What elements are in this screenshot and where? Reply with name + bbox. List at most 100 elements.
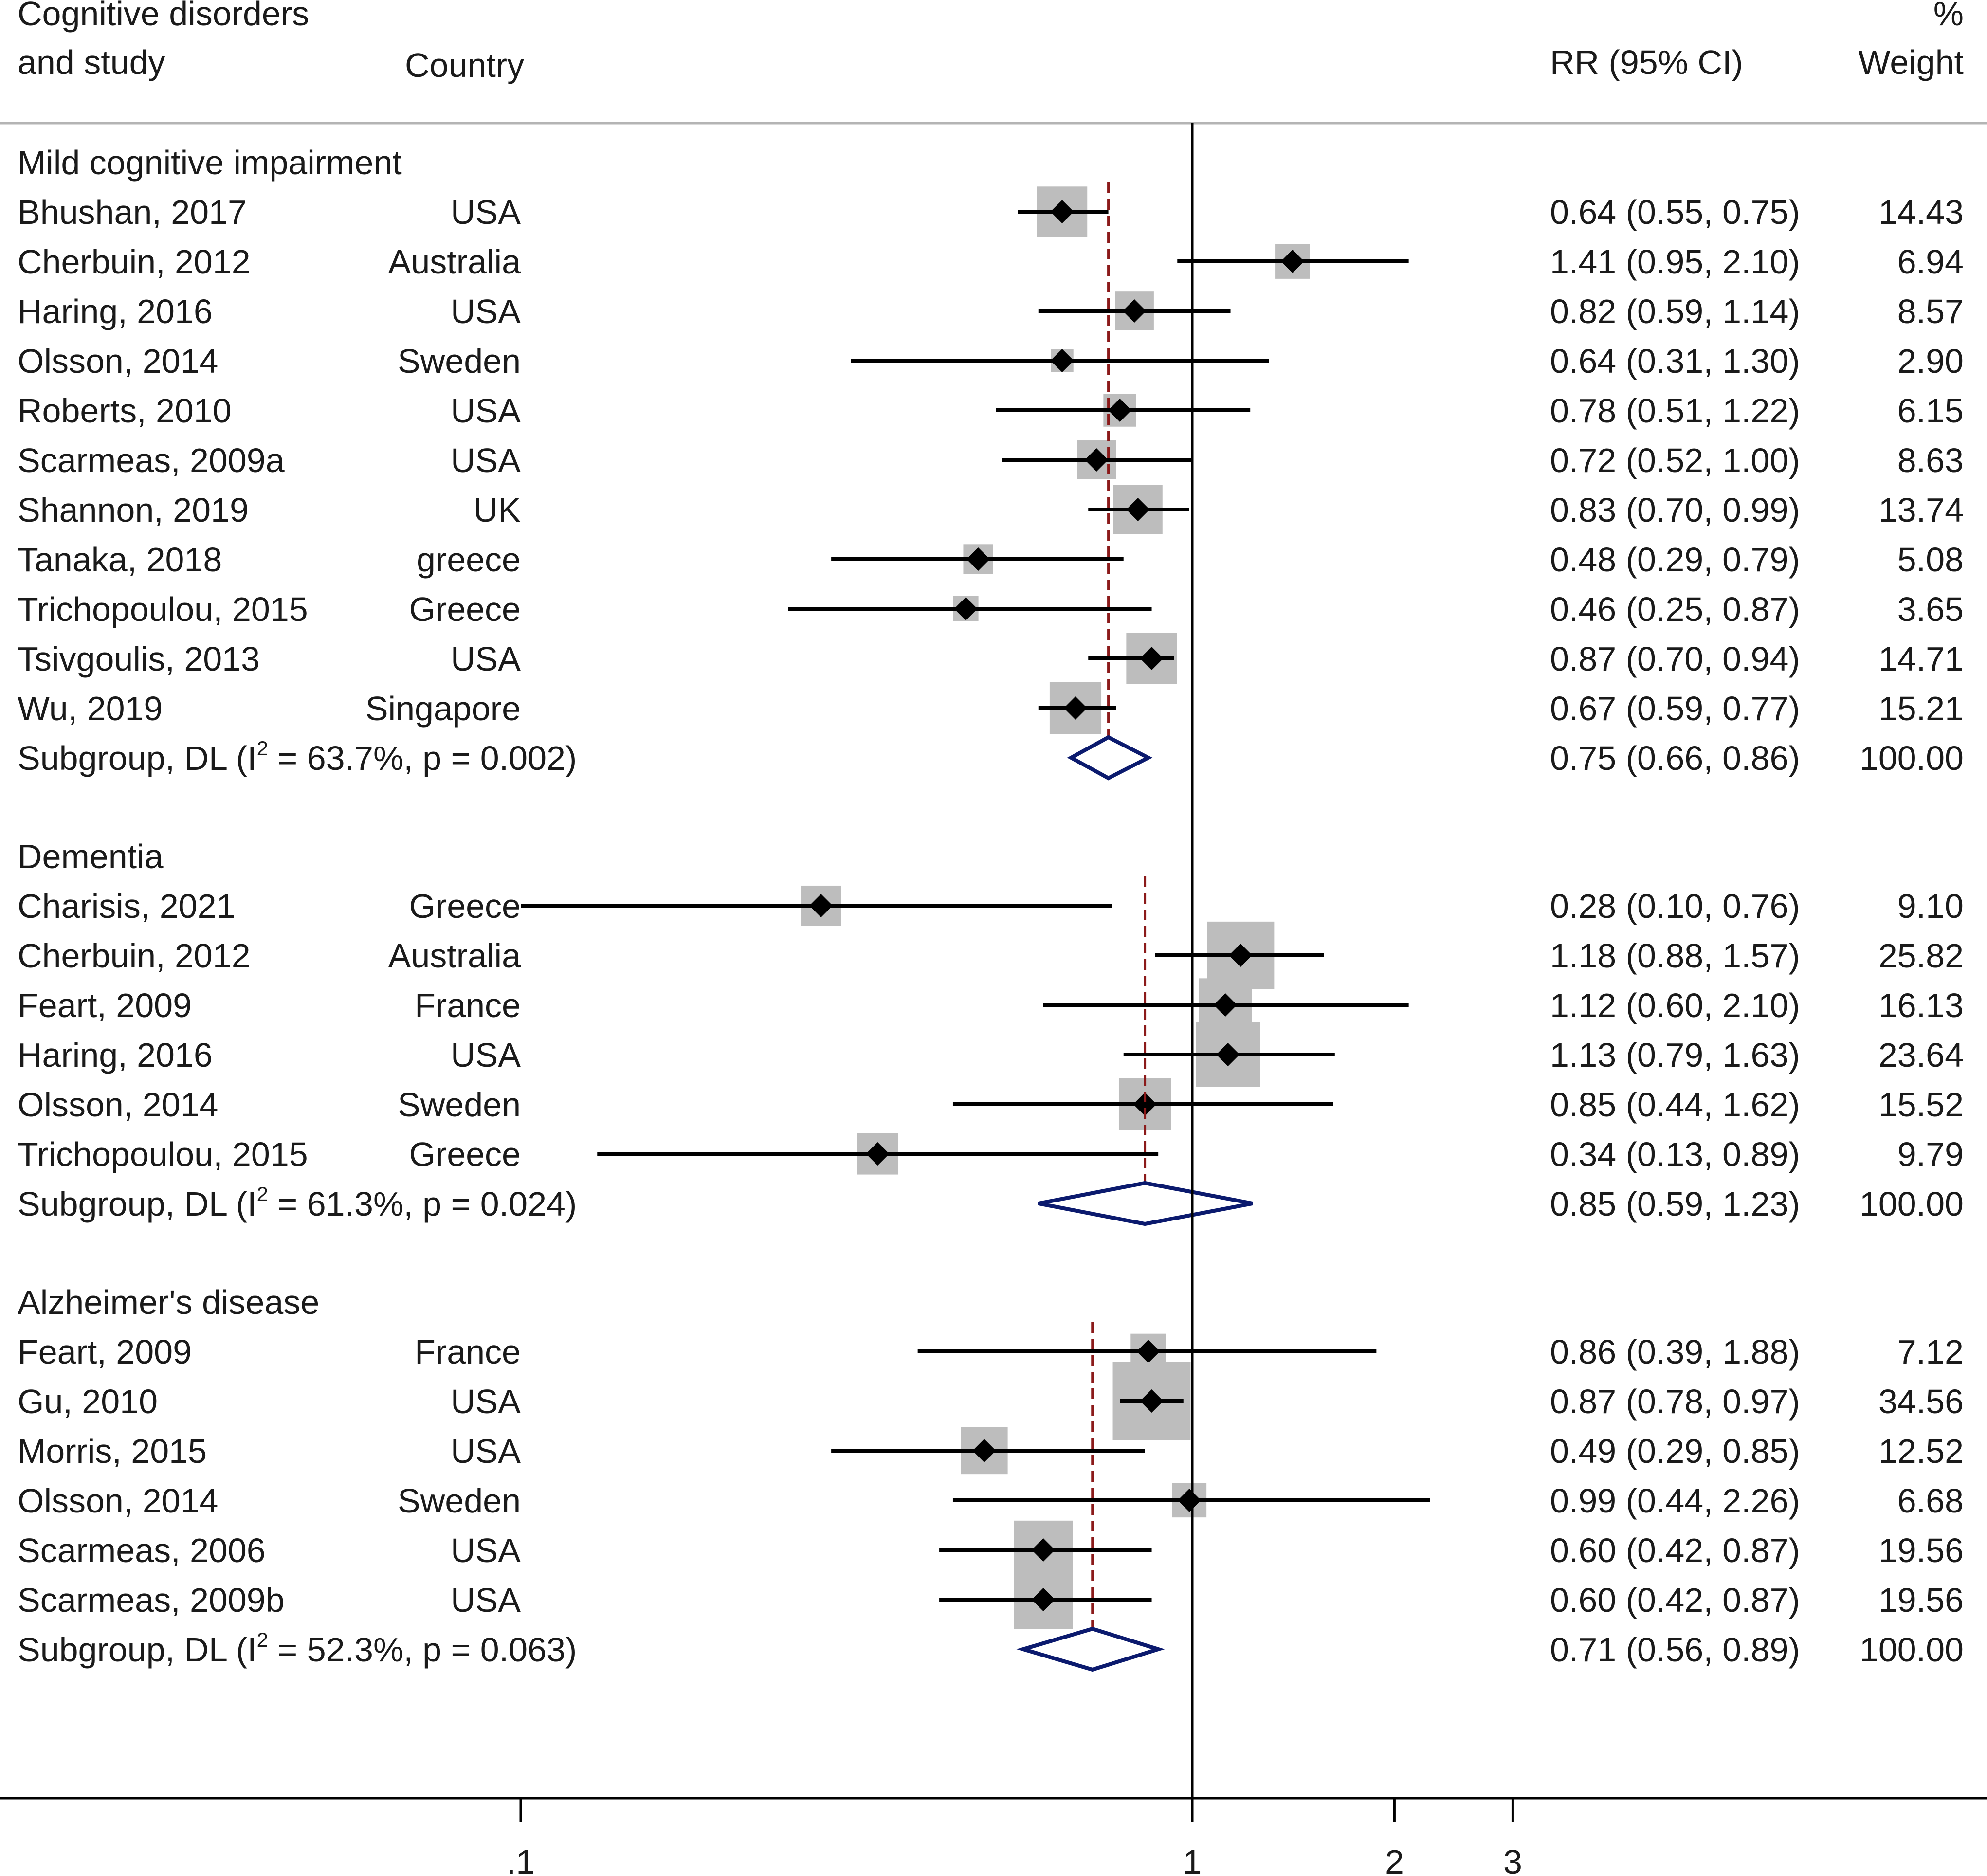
subgroup-2: Dementia Charisis, 2021 Greece 0.28 (0.10, … bbox=[18, 838, 1964, 1226]
subgroup-title: Dementia bbox=[18, 838, 164, 875]
point-estimate-marker bbox=[1085, 448, 1109, 472]
study-row: Olsson, 2014 Sweden 0.64 (0.31, 1.30) 2.90 bbox=[18, 342, 1964, 380]
study-row: Tanaka, 2018 greece 0.48 (0.29, 0.79) 5.08 bbox=[18, 541, 1964, 579]
study-name: Cherbuin, 2012 bbox=[18, 243, 251, 281]
subgroup-3: Alzheimer's disease Feart, 2009 France 0.86… bbox=[18, 1283, 1964, 1672]
study-weight: 14.43 bbox=[1878, 193, 1964, 231]
study-country: USA bbox=[451, 441, 521, 479]
study-name: Wu, 2019 bbox=[18, 690, 163, 728]
study-rr-ci: 1.13 (0.79, 1.63) bbox=[1550, 1036, 1800, 1074]
study-country: Sweden bbox=[398, 342, 521, 380]
point-estimate-marker bbox=[1140, 647, 1164, 670]
study-rr-ci: 0.49 (0.29, 0.85) bbox=[1550, 1432, 1800, 1470]
study-weight: 8.63 bbox=[1897, 441, 1964, 479]
study-name: Trichopoulou, 2015 bbox=[18, 590, 308, 628]
study-name: Feart, 2009 bbox=[18, 986, 192, 1024]
study-weight: 12.52 bbox=[1878, 1432, 1964, 1470]
x-tick-label: .1 bbox=[507, 1843, 535, 1876]
study-row: Tsivgoulis, 2013 USA 0.87 (0.70, 0.94) 14.7… bbox=[18, 633, 1964, 684]
study-name: Cherbuin, 2012 bbox=[18, 937, 251, 975]
pooled-rr-ci: 0.85 (0.59, 1.23) bbox=[1550, 1185, 1800, 1223]
study-country: USA bbox=[451, 1581, 521, 1619]
pooled-row: Subgroup, DL (I2 = 63.7%, p = 0.002) 0.75… bbox=[18, 182, 1964, 781]
point-estimate-marker bbox=[1213, 993, 1237, 1017]
pooled-row: Subgroup, DL (I2 = 61.3%, p = 0.024) 0.85… bbox=[18, 876, 1964, 1226]
study-weight: 3.65 bbox=[1897, 590, 1964, 628]
study-rr-ci: 0.86 (0.39, 1.88) bbox=[1550, 1333, 1800, 1371]
study-country: France bbox=[415, 986, 521, 1024]
study-weight: 23.64 bbox=[1878, 1036, 1964, 1074]
study-weight: 16.13 bbox=[1878, 986, 1964, 1024]
rows-layer: Mild cognitive impairment Bhushan, 2017 US… bbox=[18, 123, 1964, 1798]
study-weight: 9.79 bbox=[1897, 1135, 1964, 1173]
subgroup-1: Mild cognitive impairment Bhushan, 2017 US… bbox=[18, 144, 1964, 781]
study-weight: 9.10 bbox=[1897, 887, 1964, 925]
study-rr-ci: 0.64 (0.55, 0.75) bbox=[1550, 193, 1800, 231]
study-country: USA bbox=[451, 292, 521, 330]
x-tick-label: 1 bbox=[1183, 1843, 1202, 1876]
study-weight: 6.94 bbox=[1897, 243, 1964, 281]
study-rr-ci: 0.34 (0.13, 0.89) bbox=[1550, 1135, 1800, 1173]
x-tick-label: 2 bbox=[1385, 1843, 1404, 1876]
study-rr-ci: 0.99 (0.44, 2.26) bbox=[1550, 1482, 1800, 1520]
study-rr-ci: 0.64 (0.31, 1.30) bbox=[1550, 342, 1800, 380]
header-rr: RR (95% CI) bbox=[1550, 43, 1743, 81]
point-estimate-marker bbox=[1123, 299, 1147, 323]
study-country: Australia bbox=[388, 243, 521, 281]
study-country: USA bbox=[451, 1036, 521, 1074]
x-tick-label: 3 bbox=[1503, 1843, 1522, 1876]
point-estimate-marker bbox=[809, 894, 833, 917]
study-row: Haring, 2016 USA 0.82 (0.59, 1.14) 8.57 bbox=[18, 291, 1964, 330]
study-country: USA bbox=[451, 1383, 521, 1421]
point-estimate-marker bbox=[1050, 200, 1074, 223]
study-rr-ci: 0.46 (0.25, 0.87) bbox=[1550, 590, 1800, 628]
point-estimate-marker bbox=[1140, 1389, 1164, 1413]
study-weight: 2.90 bbox=[1897, 342, 1964, 380]
pooled-diamond bbox=[1067, 735, 1153, 781]
study-row: Scarmeas, 2009a USA 0.72 (0.52, 1.00) 8.63 bbox=[18, 440, 1964, 479]
point-estimate-marker bbox=[954, 597, 978, 620]
study-row: Scarmeas, 2006 USA 0.60 (0.42, 0.87) 19.56 bbox=[18, 1520, 1964, 1580]
study-rr-ci: 0.60 (0.42, 0.87) bbox=[1550, 1531, 1800, 1569]
study-row: Bhushan, 2017 USA 0.64 (0.55, 0.75) 14.43 bbox=[18, 186, 1964, 237]
study-rr-ci: 0.48 (0.29, 0.79) bbox=[1550, 541, 1800, 579]
study-country: Greece bbox=[409, 887, 521, 925]
study-country: USA bbox=[451, 640, 521, 678]
study-row: Morris, 2015 USA 0.49 (0.29, 0.85) 12.52 bbox=[18, 1427, 1964, 1475]
study-rr-ci: 0.85 (0.44, 1.62) bbox=[1550, 1086, 1800, 1124]
study-weight: 7.12 bbox=[1897, 1333, 1964, 1371]
study-rr-ci: 1.18 (0.88, 1.57) bbox=[1550, 937, 1800, 975]
study-name: Feart, 2009 bbox=[18, 1333, 192, 1371]
pooled-weight: 100.00 bbox=[1859, 739, 1964, 777]
study-row: Charisis, 2021 Greece 0.28 (0.10, 0.76) 9.1… bbox=[18, 885, 1964, 926]
study-country: Greece bbox=[409, 590, 521, 628]
study-weight: 5.08 bbox=[1897, 541, 1964, 579]
study-row: Shannon, 2019 UK 0.83 (0.70, 0.99) 13.74 bbox=[18, 485, 1964, 534]
study-rr-ci: 1.41 (0.95, 2.10) bbox=[1550, 243, 1800, 281]
point-estimate-marker bbox=[1133, 1093, 1157, 1116]
point-estimate-marker bbox=[1108, 399, 1132, 422]
study-rr-ci: 0.83 (0.70, 0.99) bbox=[1550, 491, 1800, 529]
x-ticks: .1 1 2 3 bbox=[507, 1798, 1522, 1876]
study-row: Feart, 2009 France 0.86 (0.39, 1.88) 7.12 bbox=[18, 1333, 1964, 1371]
study-country: France bbox=[415, 1333, 521, 1371]
study-rr-ci: 0.60 (0.42, 0.87) bbox=[1550, 1581, 1800, 1619]
subgroup-title: Mild cognitive impairment bbox=[18, 144, 402, 182]
point-estimate-marker bbox=[1216, 1043, 1240, 1066]
study-row: Olsson, 2014 Sweden 0.85 (0.44, 1.62) 15.52 bbox=[18, 1078, 1964, 1130]
study-rr-ci: 0.72 (0.52, 1.00) bbox=[1550, 441, 1800, 479]
pooled-label: Subgroup, DL (I2 = 63.7%, p = 0.002) bbox=[18, 737, 577, 777]
study-weight: 14.71 bbox=[1878, 640, 1964, 678]
study-row: Haring, 2016 USA 1.13 (0.79, 1.63) 23.64 bbox=[18, 1022, 1964, 1087]
study-country: Singapore bbox=[365, 690, 521, 728]
study-row: Gu, 2010 USA 0.87 (0.78, 0.97) 34.56 bbox=[18, 1362, 1964, 1440]
study-name: Haring, 2016 bbox=[18, 292, 213, 330]
study-name: Bhushan, 2017 bbox=[18, 193, 247, 231]
study-name: Olsson, 2014 bbox=[18, 1086, 218, 1124]
study-name: Scarmeas, 2009a bbox=[18, 441, 285, 479]
point-estimate-marker bbox=[966, 547, 990, 571]
point-estimate-marker bbox=[1031, 1538, 1055, 1562]
subgroup-title: Alzheimer's disease bbox=[18, 1283, 319, 1321]
study-rr-ci: 0.87 (0.70, 0.94) bbox=[1550, 640, 1800, 678]
study-rr-ci: 0.67 (0.59, 0.77) bbox=[1550, 690, 1800, 728]
